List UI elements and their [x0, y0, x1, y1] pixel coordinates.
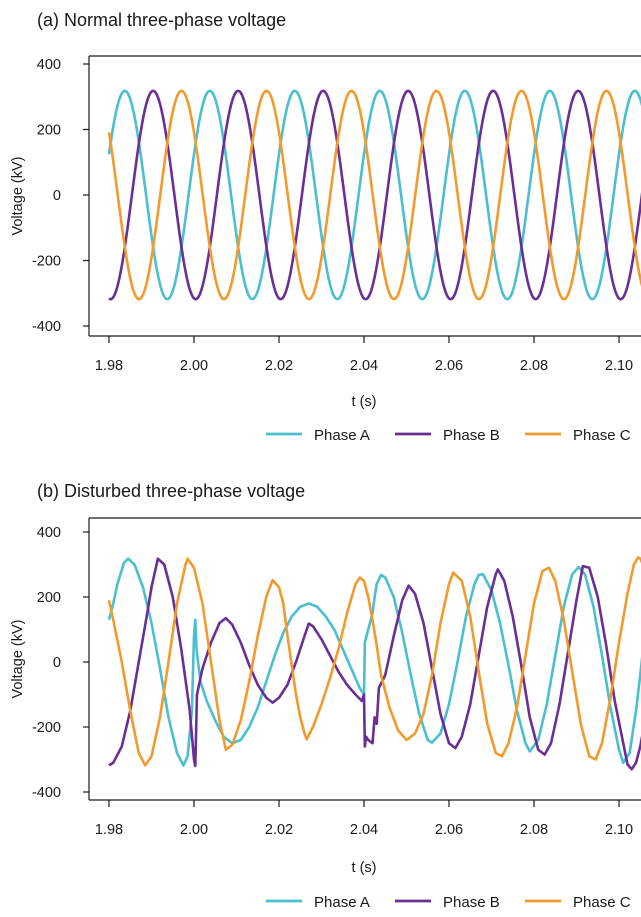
x-tick-label: 2.04 — [350, 822, 378, 838]
y-tick-label: 0 — [53, 655, 61, 671]
legend-label: Phase A — [314, 894, 370, 911]
y-tick-label: 200 — [37, 123, 61, 139]
x-tick-label: 2.00 — [180, 822, 208, 838]
y-tick-label: 400 — [37, 57, 61, 73]
chart-title: (b) Disturbed three-phase voltage — [37, 481, 305, 501]
x-tick-label: 2.08 — [520, 822, 548, 838]
y-tick-label: -400 — [32, 785, 61, 801]
y-tick-label: 0 — [53, 188, 61, 204]
y-tick-label: -200 — [32, 720, 61, 736]
x-tick-label: 2.02 — [265, 358, 293, 374]
legend-label: Phase C — [573, 427, 631, 444]
legend-label: Phase A — [314, 427, 370, 444]
y-axis-label: Voltage (kV) — [10, 157, 26, 236]
series-line-phase-c — [107, 556, 641, 767]
x-tick-label: 2.02 — [265, 822, 293, 838]
x-tick-label: 1.98 — [95, 822, 123, 838]
y-axis-label: Voltage (kV) — [10, 620, 26, 699]
series-line-phase-a — [107, 89, 641, 301]
series-group — [107, 89, 641, 301]
series-line-phase-a — [107, 557, 641, 767]
series-group — [107, 556, 641, 771]
series-line-phase-c — [107, 89, 641, 301]
x-tick-label: 2.08 — [520, 358, 548, 374]
y-tick-label: -400 — [32, 319, 61, 335]
x-tick-label: 2.10 — [605, 358, 633, 374]
x-tick-label: 1.98 — [95, 358, 123, 374]
x-tick-label: 2.04 — [350, 358, 378, 374]
legend-label: Phase B — [443, 427, 500, 444]
series-line-phase-b — [108, 557, 641, 771]
y-tick-label: 200 — [37, 590, 61, 606]
x-axis-label: t (s) — [352, 394, 377, 410]
legend-label: Phase B — [443, 894, 500, 911]
panel-disturbed-voltage: (b) Disturbed three-phase voltage 400 200 0… — [10, 481, 641, 911]
x-tick-label: 2.06 — [435, 358, 463, 374]
x-tick-label: 2.00 — [180, 358, 208, 374]
y-tick-label: 400 — [37, 525, 61, 541]
x-axis-label: t (s) — [352, 860, 377, 876]
chart-title: (a) Normal three-phase voltage — [37, 10, 286, 30]
x-tick-label: 2.10 — [605, 822, 633, 838]
x-tick-label: 2.06 — [435, 822, 463, 838]
series-line-phase-b — [108, 89, 641, 301]
panel-normal-voltage: (a) Normal three-phase voltage 400 200 0 -20… — [10, 10, 641, 444]
y-tick-label: -200 — [32, 254, 61, 270]
legend-label: Phase C — [573, 894, 631, 911]
